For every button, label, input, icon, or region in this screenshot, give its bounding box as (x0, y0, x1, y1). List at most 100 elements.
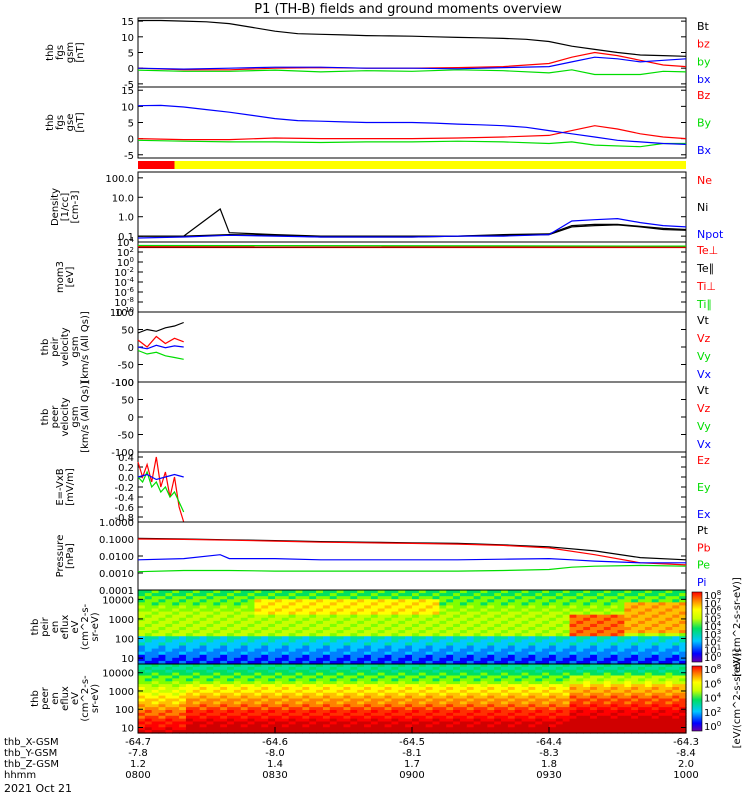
spectrogram-cell (672, 664, 680, 668)
spectrogram-cell (275, 648, 283, 653)
spectrogram-cell (644, 590, 653, 594)
spectrogram-cell (268, 593, 276, 597)
spectrogram-cell (542, 657, 550, 662)
spectrogram-cell (309, 648, 317, 653)
spectrogram-cell (165, 721, 173, 725)
spectrogram-cell (192, 611, 201, 616)
spectrogram-cell (583, 627, 591, 631)
spectrogram-cell (466, 599, 475, 603)
spectrogram-cell (528, 651, 536, 656)
spectrogram-cell (665, 724, 673, 728)
spectrogram-cell (631, 684, 639, 688)
spectrogram-cell (357, 721, 365, 725)
spectrogram-cell (336, 712, 345, 717)
spectrogram-cell (329, 678, 338, 682)
spectrogram-cell (206, 620, 214, 625)
spectrogram-cell (220, 642, 228, 647)
spectrogram-cell (329, 596, 338, 600)
spectrogram-cell (343, 636, 351, 640)
spectrogram-cell (569, 707, 577, 711)
spectrogram-cell (343, 698, 351, 702)
spectrogram-cell (501, 620, 509, 625)
legend-Pe: Pe (697, 559, 710, 572)
spectrogram-cell (288, 710, 297, 714)
spectrogram-cell (651, 602, 660, 607)
spectrogram-cell (412, 684, 420, 688)
spectrogram-cell (138, 642, 146, 647)
spectrogram-cell (432, 593, 440, 597)
spectrogram-cell (172, 666, 180, 671)
spectrogram-cell (596, 675, 605, 679)
spectrogram-cell (569, 684, 577, 688)
spectrogram-cell (631, 614, 639, 619)
spectrogram-cell (233, 704, 242, 708)
y-axis-label: thb (45, 44, 56, 61)
spectrogram-cell (302, 627, 310, 631)
spectrogram-cell (295, 684, 303, 688)
spectrogram-cell (549, 642, 557, 647)
spectrogram-cell (412, 727, 420, 731)
y-tick-label: 1.0000 (99, 518, 134, 529)
spectrogram-cell (295, 681, 303, 685)
spectrogram-cell (494, 710, 502, 714)
spectrogram-cell (480, 687, 488, 691)
spectrogram-cell (281, 707, 290, 711)
spectrogram-cell (555, 710, 564, 714)
spectrogram-cell (412, 687, 420, 691)
legend-Ey: Ey (697, 481, 711, 494)
spectrogram-cell (343, 678, 351, 682)
spectrogram-cell (247, 639, 256, 644)
spectrogram-cell (302, 712, 310, 717)
spectrogram-cell (192, 712, 201, 717)
spectrogram-cell (254, 657, 262, 662)
spectrogram-cell (254, 596, 262, 600)
spectrogram-cell (638, 633, 646, 637)
spectrogram-cell (679, 730, 687, 734)
spectrogram-cell (316, 614, 324, 619)
spectrogram-cell (206, 687, 214, 691)
spectrogram-cell (199, 590, 208, 594)
spectrogram-cell (480, 692, 488, 697)
spectrogram-cell (309, 704, 317, 708)
spectrogram-cell (261, 730, 269, 734)
colorbar (691, 665, 703, 732)
spectrogram-cell (480, 718, 488, 723)
y-axis-label: [km/s (All Qs)] (80, 311, 91, 383)
spectrogram-cell (473, 710, 482, 714)
spectrogram-cell (275, 617, 283, 622)
spectrogram-cell (268, 687, 276, 691)
spectrogram-cell (185, 608, 194, 613)
spectrogram-cell (453, 623, 461, 628)
spectrogram-cell (302, 718, 310, 723)
spectrogram-cell (227, 695, 235, 700)
y-axis-label: gsm (70, 406, 81, 427)
spectrogram-cell (144, 715, 153, 720)
spectrogram-cell (213, 617, 221, 622)
spectrogram-cell (370, 648, 379, 653)
spectrogram-cell (192, 675, 201, 679)
spectrogram-cell (466, 642, 475, 647)
spectrogram-cell (391, 627, 399, 631)
spectrogram-cell (480, 715, 488, 720)
spectrogram-cell (514, 721, 523, 725)
spectrogram-cell (528, 675, 536, 679)
spectrogram-cell (370, 689, 379, 694)
spectrogram-cell (316, 611, 324, 616)
spectrogram-cell (268, 712, 276, 717)
spectrogram-cell (295, 704, 303, 708)
series-peir_velocity-Vz (137, 335, 184, 348)
spectrogram-cell (658, 639, 667, 644)
spectrogram-cell (398, 687, 406, 691)
spectrogram-cell (185, 666, 194, 671)
spectrogram-cell (528, 660, 536, 665)
spectrogram-cell (192, 689, 201, 694)
spectrogram-cell (638, 681, 646, 685)
spectrogram-cell (350, 681, 358, 685)
spectrogram-cell (569, 721, 577, 725)
spectrogram-cell (603, 608, 612, 613)
spectrogram-cell (158, 639, 166, 644)
spectrogram-cell (446, 684, 454, 688)
spectrogram-cell (288, 695, 297, 700)
spectrogram-cell (370, 727, 379, 731)
spectrogram-cell (384, 669, 393, 674)
